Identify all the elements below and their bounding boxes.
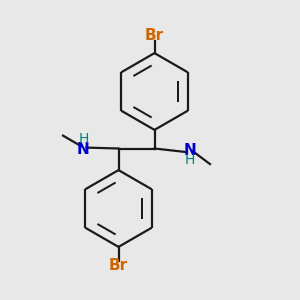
Text: N: N <box>77 142 90 157</box>
Text: N: N <box>183 143 196 158</box>
Text: H: H <box>78 132 88 146</box>
Text: H: H <box>184 154 195 167</box>
Text: Br: Br <box>109 258 128 273</box>
Text: Br: Br <box>145 28 164 44</box>
